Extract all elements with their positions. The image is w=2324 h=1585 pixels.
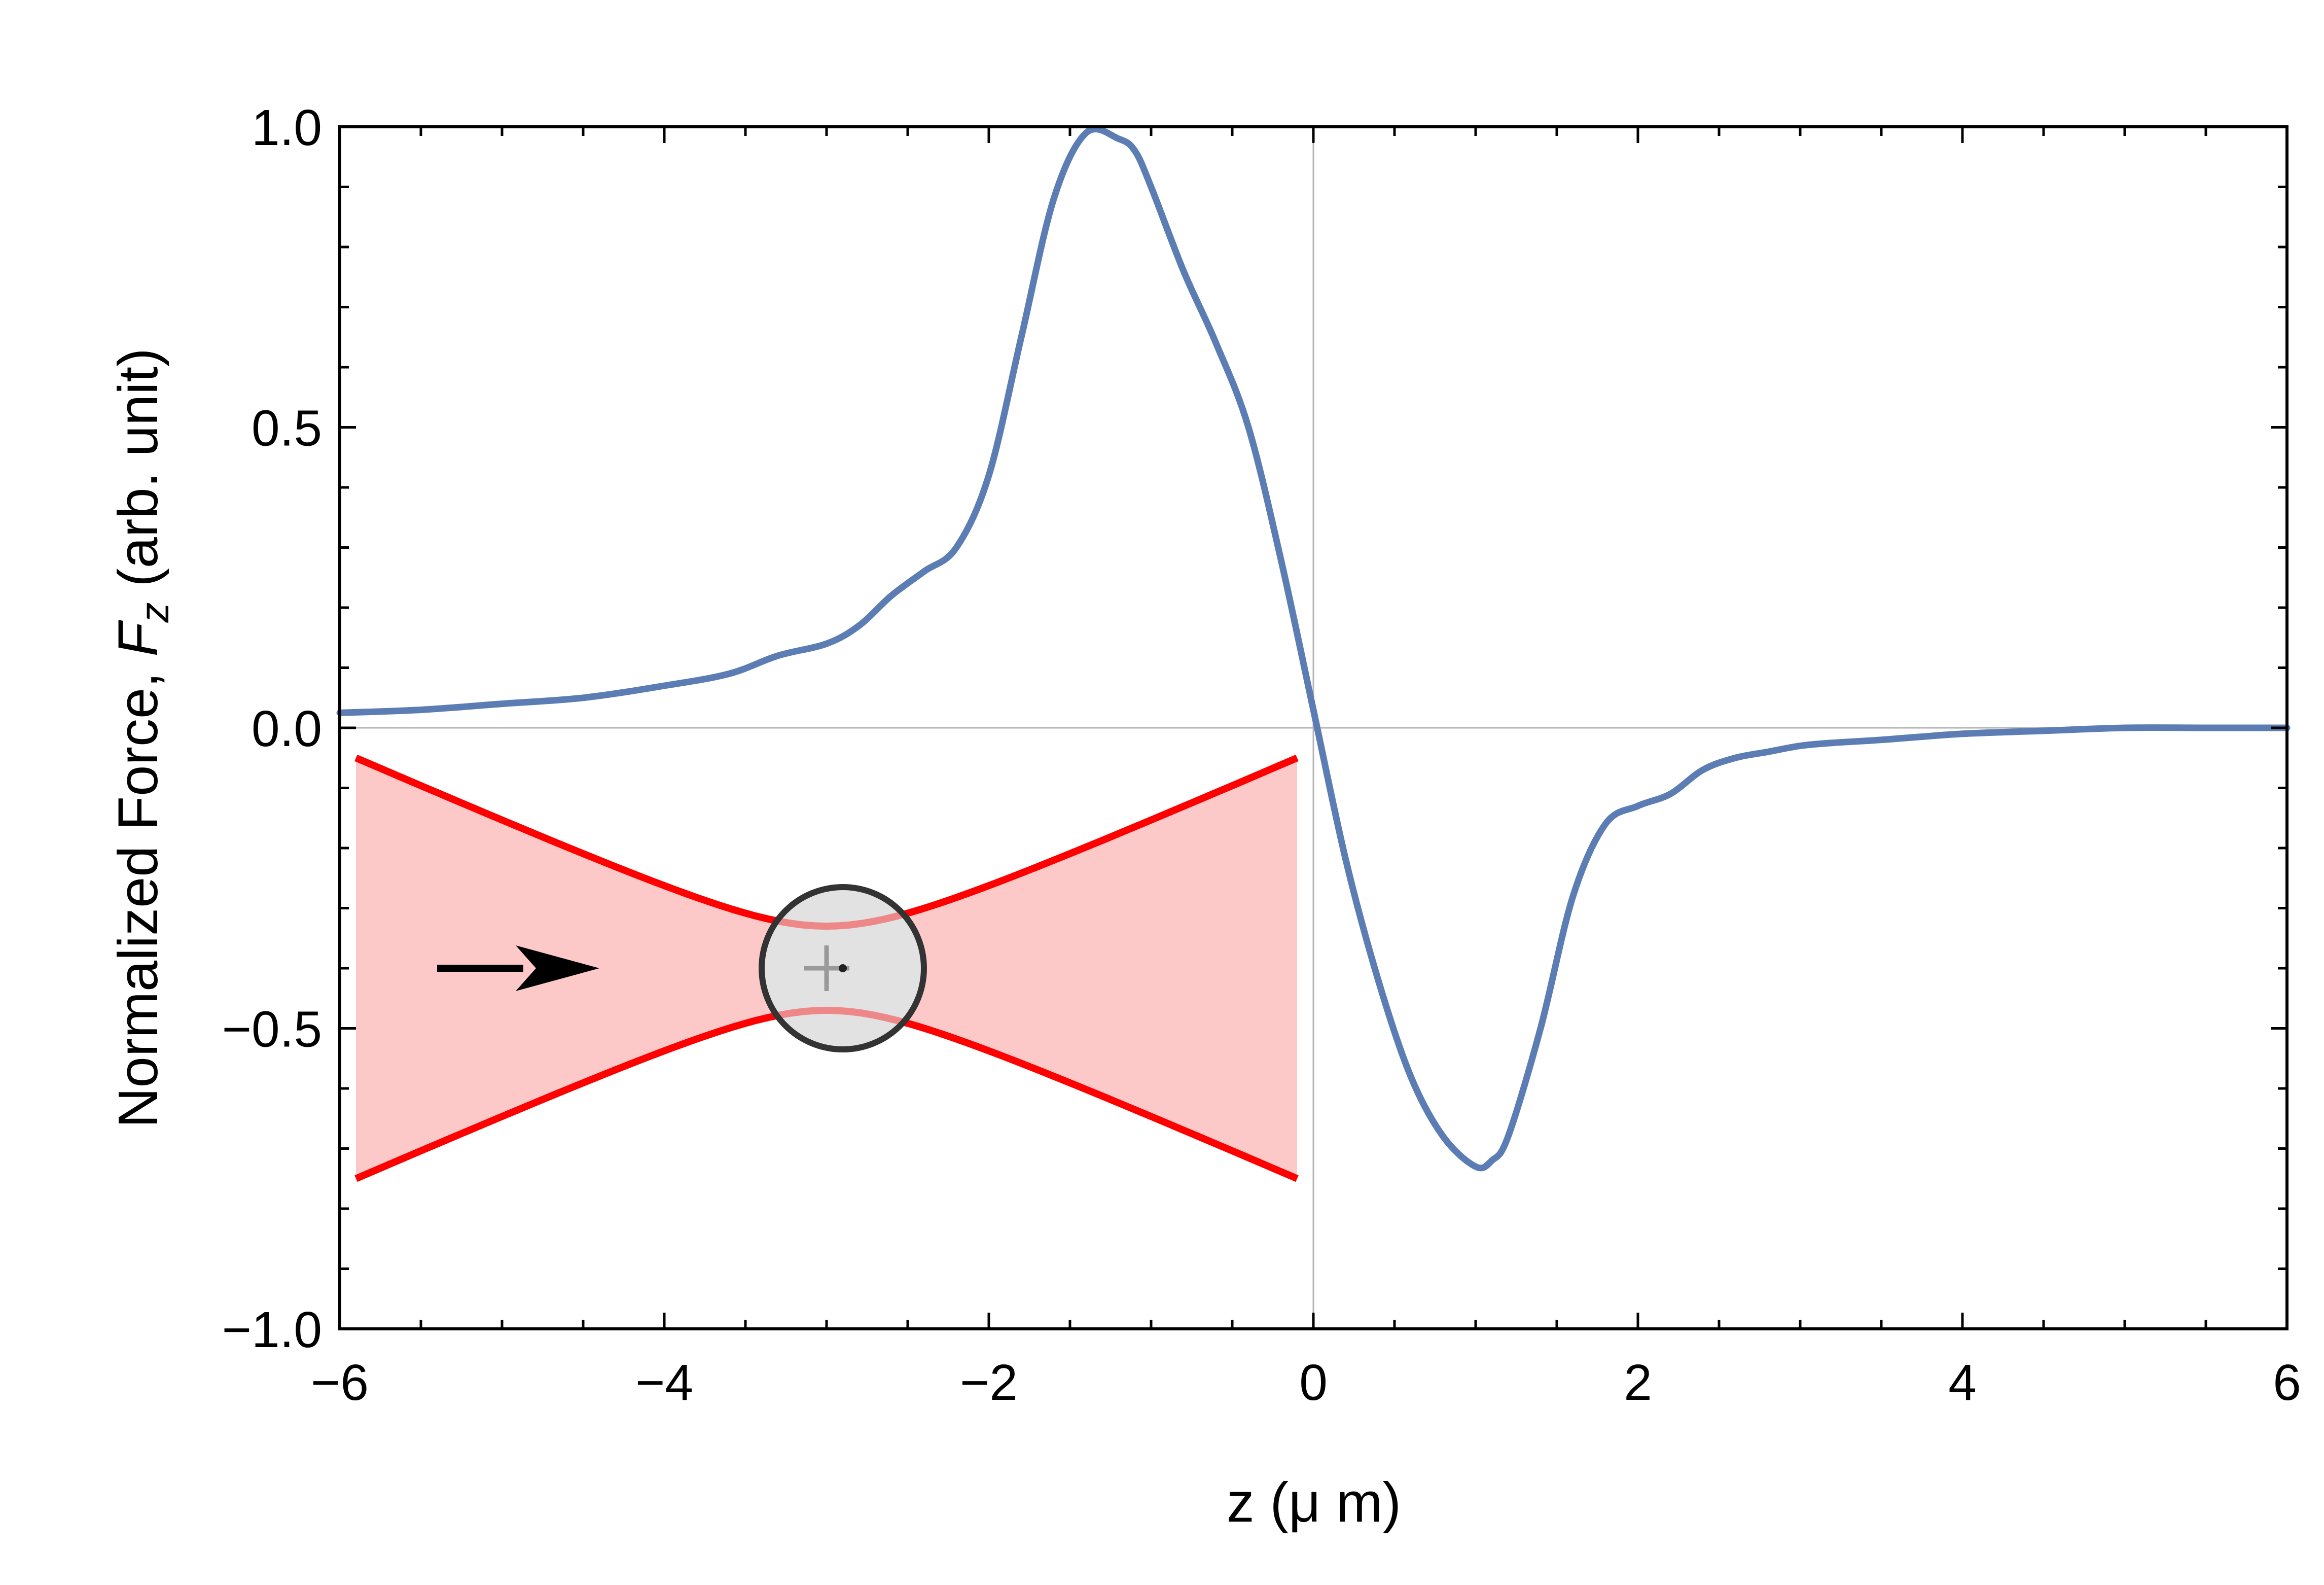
y-axis-label-prefix: Normalized Force, — [107, 657, 169, 1128]
y-tick-label: −1.0 — [222, 1301, 322, 1358]
x-axis-label: z (μ m) — [1227, 1471, 1401, 1534]
y-tick-label: −0.5 — [222, 1001, 322, 1058]
beam-inset — [354, 754, 1299, 1182]
force-curve-series-0 — [336, 126, 2291, 1172]
y-axis-label: Normalized Force, Fz (arb. unit) — [107, 348, 177, 1128]
x-tick-label: 0 — [1299, 1354, 1328, 1411]
y-tick-label: 1.0 — [252, 99, 322, 156]
axes — [338, 125, 2289, 1330]
x-tick-label: 4 — [1948, 1354, 1977, 1411]
y-tick-label: 0.0 — [252, 700, 322, 757]
y-axis-label-symbol: F — [107, 620, 169, 657]
series-layer — [336, 126, 2291, 1172]
x-tick-label: −6 — [311, 1354, 369, 1411]
x-tick-label: 2 — [1624, 1354, 1652, 1411]
x-tick-label: −4 — [635, 1354, 693, 1411]
y-tick-label: 0.5 — [252, 400, 322, 457]
zero-lines — [340, 127, 2287, 1329]
x-tick-label: 6 — [2273, 1354, 2301, 1411]
arrow-icon — [516, 945, 599, 991]
y-axis-label-suffix: (arb. unit) — [107, 348, 169, 602]
y-axis-label-subscript: z — [132, 602, 177, 623]
particle-outline — [759, 884, 927, 1052]
x-tick-label: −2 — [960, 1354, 1018, 1411]
tick-labels: −6 −4 −2 0 2 4 6 −1.0 −0.5 0.0 0.5 1.0 — [222, 99, 2301, 1411]
particle-center-dot — [839, 964, 847, 972]
